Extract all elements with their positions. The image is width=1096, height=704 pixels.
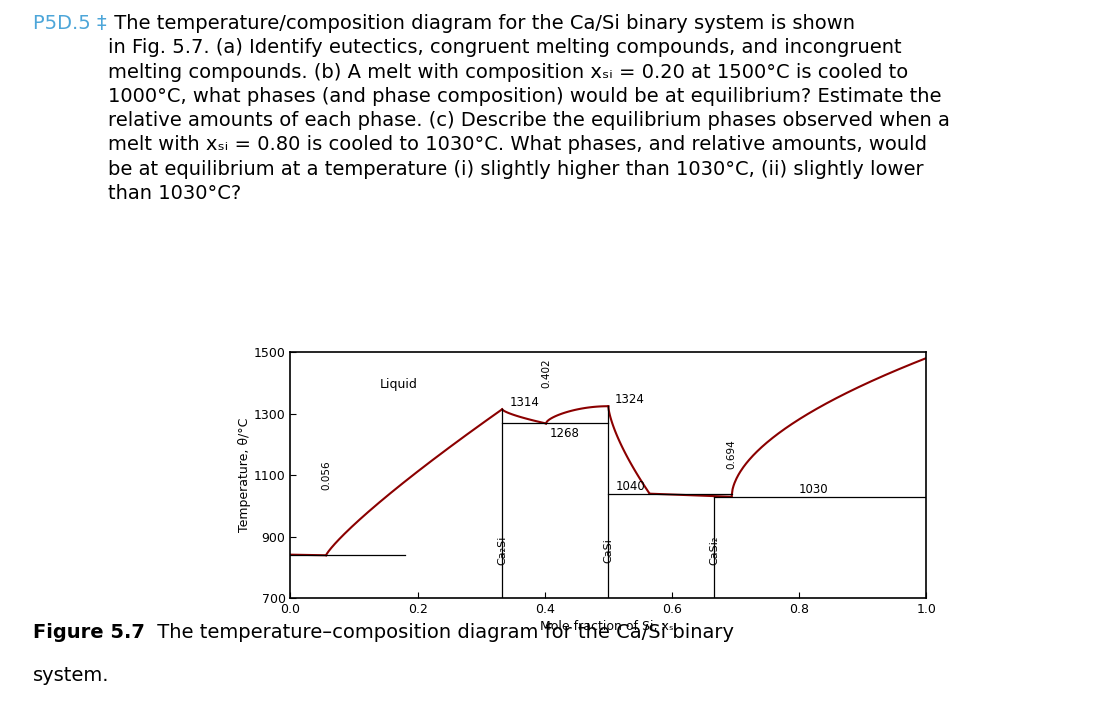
Text: CaSi₂: CaSi₂ — [709, 536, 719, 565]
Text: CaSi: CaSi — [603, 539, 614, 563]
Text: Liquid: Liquid — [379, 378, 418, 391]
Text: Ca₂Si: Ca₂Si — [498, 536, 507, 565]
Text: 0.694: 0.694 — [727, 439, 737, 469]
Text: 0.056: 0.056 — [321, 460, 331, 490]
Text: 1324: 1324 — [615, 393, 644, 406]
Text: 0.402: 0.402 — [541, 359, 551, 389]
Text: system.: system. — [33, 666, 110, 685]
Y-axis label: Temperature, θ/°C: Temperature, θ/°C — [238, 418, 251, 532]
Text: Figure 5.7: Figure 5.7 — [33, 624, 145, 642]
X-axis label: Mole fraction of Si, xₛᵢ: Mole fraction of Si, xₛᵢ — [540, 620, 676, 634]
Text: 1030: 1030 — [799, 483, 829, 496]
Text: 1314: 1314 — [510, 396, 539, 408]
Text: P5D.5 ‡: P5D.5 ‡ — [33, 14, 106, 33]
Text: The temperature/composition diagram for the Ca/Si binary system is shown
in Fig.: The temperature/composition diagram for … — [107, 14, 950, 203]
Text: The temperature–composition diagram for the Ca/Si binary: The temperature–composition diagram for … — [151, 624, 734, 642]
Text: 1268: 1268 — [550, 427, 580, 439]
Text: 1040: 1040 — [616, 480, 646, 493]
